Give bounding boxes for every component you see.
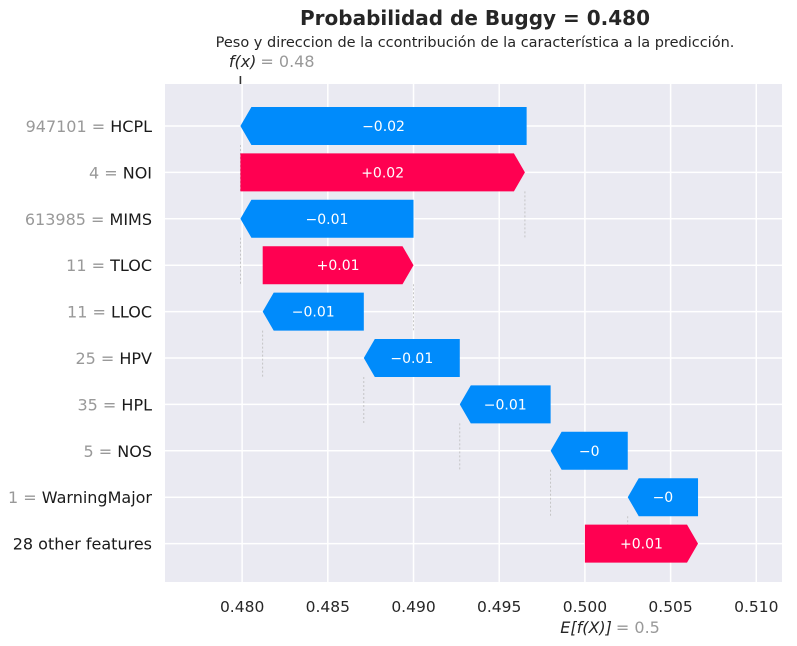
- x-tick-label: 0.490: [391, 598, 435, 616]
- bar-label: +0.01: [620, 537, 663, 553]
- bar-label: −0.01: [292, 305, 335, 321]
- x-tick-label: 0.485: [306, 598, 350, 616]
- bar-label: −0.01: [306, 212, 349, 228]
- bars: −0.02 +0.02 −0.01 +0.01 −0.01 −0.01 −0.01 −0 −0 +…: [240, 107, 699, 563]
- bar: [627, 478, 699, 517]
- chart-subtitle: Peso y direccion de la ccontribución de …: [216, 35, 735, 51]
- feature-name: LLOC: [111, 303, 152, 322]
- y-tick-label: 11 = TLOC: [66, 256, 152, 275]
- y-tick-label: 947101 = HCPL: [26, 117, 153, 136]
- bar-label: −0: [653, 490, 674, 506]
- y-tick-label: 25 = HPV: [75, 349, 152, 368]
- bar: [240, 153, 525, 192]
- y-tick-label: 4 = NOI: [89, 163, 152, 182]
- y-tick-label: 613985 = MIMS: [25, 210, 152, 229]
- chart-title: Probabilidad de Buggy = 0.480: [300, 6, 650, 30]
- feature-value: 11 =: [67, 303, 111, 322]
- bar-label: +0.01: [317, 258, 360, 274]
- x-tick-label: 0.510: [734, 598, 778, 616]
- feature-name: MIMS: [110, 210, 152, 229]
- x-tick-label: 0.505: [648, 598, 692, 616]
- bar: [584, 524, 699, 563]
- x-tick-label: 0.480: [220, 598, 264, 616]
- feature-name: HPV: [119, 349, 152, 368]
- bar: [459, 385, 551, 424]
- fx-value: = 0.48: [260, 52, 314, 71]
- bar: [363, 339, 460, 377]
- feature-name: NOS: [117, 442, 152, 461]
- feature-value: 5 =: [84, 442, 118, 461]
- bar-label: −0.01: [390, 351, 433, 367]
- feature-value: 613985 =: [25, 210, 110, 229]
- feature-value: 4 =: [89, 163, 123, 182]
- feature-name: 28 other features: [13, 535, 152, 554]
- bar: [240, 199, 414, 238]
- y-tick-label: 5 = NOS: [84, 442, 152, 461]
- y-tick-label: 35 = HPL: [77, 395, 152, 414]
- feature-value: 35 =: [77, 395, 121, 414]
- y-axis-labels: 947101 = HCPL 4 = NOI 613985 = MIMS 11 = TL…: [8, 117, 152, 554]
- bar: [262, 246, 414, 285]
- y-tick-label: 1 = WarningMajor: [8, 488, 152, 507]
- x-axis-ticks: 0.480 0.485 0.490 0.495 0.500 0.505 0.510: [220, 598, 779, 616]
- bar-label: −0.01: [484, 397, 527, 413]
- base-value: = 0.5: [616, 618, 660, 637]
- bar: [550, 431, 628, 470]
- bar-label: −0.02: [362, 119, 405, 135]
- feature-value: 25 =: [75, 349, 119, 368]
- feature-name: HPL: [121, 395, 152, 414]
- feature-name: HCPL: [110, 117, 152, 136]
- bar: [262, 292, 364, 331]
- x-tick-label: 0.495: [477, 598, 521, 616]
- fx-label: f(x): [229, 52, 257, 71]
- y-tick-label: 28 other features: [13, 535, 152, 554]
- base-annotation: E[f(X)] = 0.5: [560, 618, 660, 637]
- feature-name: TLOC: [109, 256, 152, 275]
- feature-value: 947101 =: [26, 117, 111, 136]
- base-value-label: E[f(X)]: [560, 618, 612, 637]
- y-tick-label: 11 = LLOC: [67, 303, 152, 322]
- bar: [240, 107, 527, 145]
- bar-label: −0: [579, 444, 600, 460]
- feature-name: WarningMajor: [42, 488, 153, 507]
- feature-value: 1 =: [8, 488, 42, 507]
- feature-value: 11 =: [66, 256, 110, 275]
- x-tick-label: 0.500: [563, 598, 607, 616]
- fx-annotation: f(x) = 0.48: [229, 52, 315, 84]
- feature-name: NOI: [123, 163, 152, 182]
- bar-label: +0.02: [361, 165, 404, 181]
